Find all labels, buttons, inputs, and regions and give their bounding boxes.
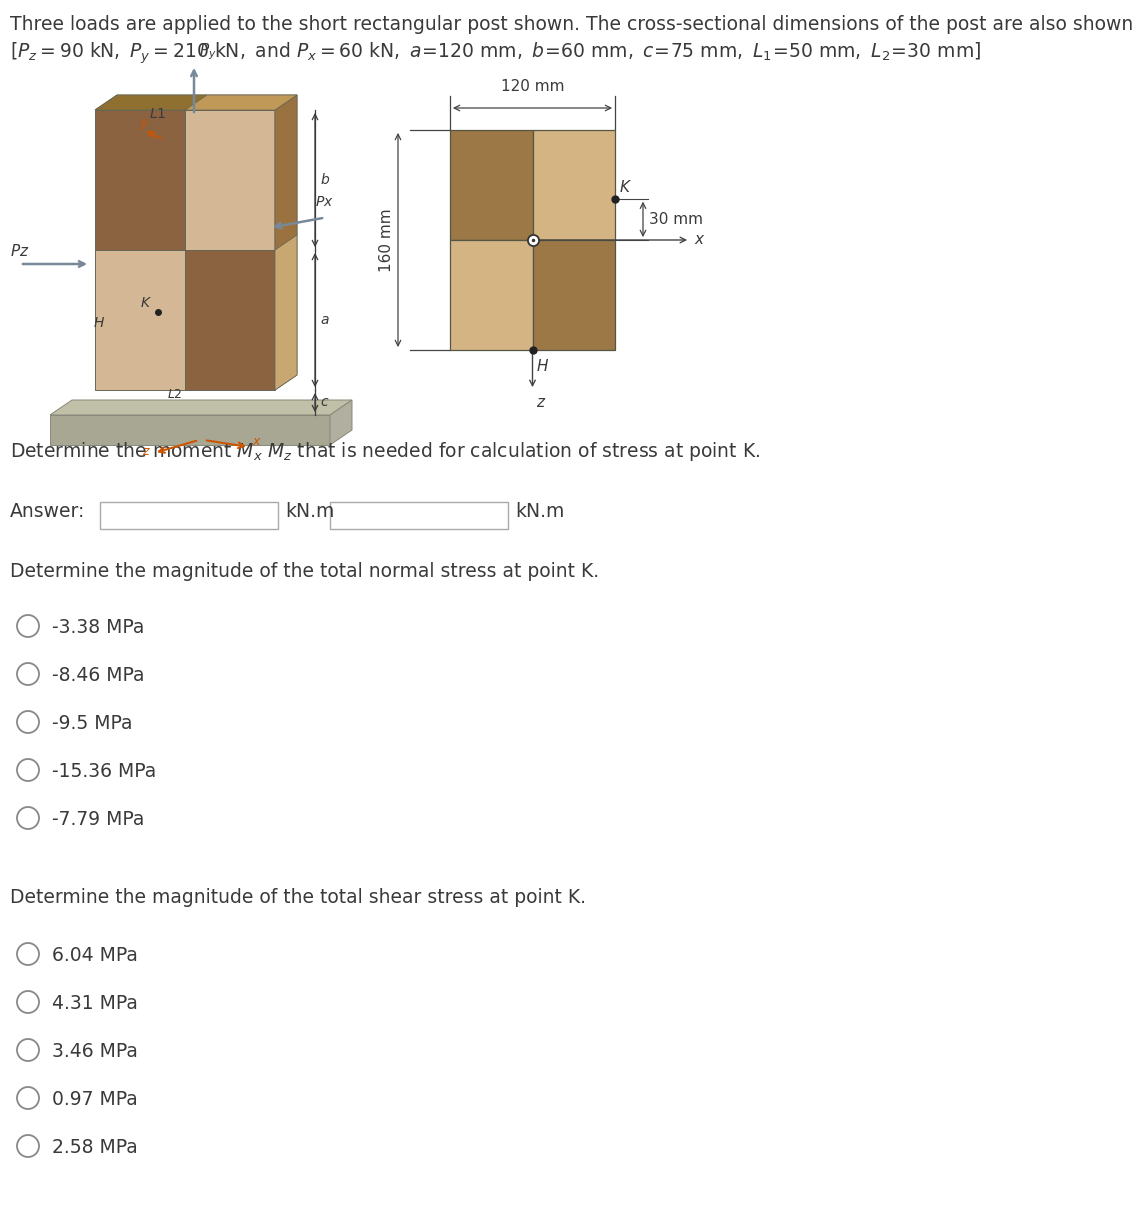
Text: $z$: $z$ [142,445,151,458]
Text: Determine the moment $M_x$ $M_z$ that is needed for calculation of stress at poi: Determine the moment $M_x$ $M_z$ that is… [10,440,760,463]
Text: 30 mm: 30 mm [649,212,703,227]
Text: 0.97 MPa: 0.97 MPa [52,1090,137,1109]
Bar [533,240,615,350]
Text: Three loads are applied to the short rectangular post shown. The cross-sectional: Three loads are applied to the short rec… [10,15,1134,34]
Bar [330,501,508,529]
Bar [100,501,278,529]
Text: kN.m: kN.m [285,501,335,521]
Text: $Pz$: $Pz$ [10,243,29,259]
Polygon shape [330,400,352,445]
Text: $[P_z = 90\ \mathrm{kN},\ P_y = 210\ \mathrm{kN},\ \mathrm{and}\ P_x = 60\ \math: $[P_z = 90\ \mathrm{kN},\ P_y = 210\ \ma… [10,39,981,65]
Text: -9.5 MPa: -9.5 MPa [52,715,133,733]
Text: $H$: $H$ [93,315,105,330]
Polygon shape [95,110,185,250]
Text: $H$: $H$ [535,359,549,375]
Text: Determine the magnitude of the total normal stress at point K.: Determine the magnitude of the total nor… [10,562,599,582]
Text: $L2$: $L2$ [167,388,183,400]
Text: Determine the magnitude of the total shear stress at point K.: Determine the magnitude of the total she… [10,888,586,907]
Text: $a$: $a$ [320,313,330,326]
Text: $x$: $x$ [694,233,705,248]
Text: -15.36 MPa: -15.36 MPa [52,763,156,781]
Text: 4.31 MPa: 4.31 MPa [52,994,138,1013]
Text: $b$: $b$ [320,172,330,187]
Polygon shape [95,95,208,110]
Text: 2.58 MPa: 2.58 MPa [52,1138,137,1157]
Polygon shape [276,235,297,391]
Text: $K$: $K$ [619,179,632,195]
Text: $K$: $K$ [139,296,152,309]
Polygon shape [95,95,297,110]
Polygon shape [50,415,330,445]
Text: -8.46 MPa: -8.46 MPa [52,667,144,685]
Text: -3.38 MPa: -3.38 MPa [52,618,144,637]
Polygon shape [50,400,352,415]
Text: $P_y$: $P_y$ [198,42,217,62]
Text: Answer:: Answer: [10,501,85,521]
Bar [533,131,615,240]
Text: 3.46 MPa: 3.46 MPa [52,1042,138,1061]
Polygon shape [276,95,297,391]
Text: $Px$: $Px$ [315,195,333,208]
Bar [450,131,533,240]
Text: $y$: $y$ [139,117,150,131]
Bar [450,240,533,350]
Text: -7.79 MPa: -7.79 MPa [52,809,144,829]
Text: kN.m: kN.m [515,501,565,521]
Text: $c$: $c$ [320,395,330,409]
Polygon shape [185,95,297,110]
Polygon shape [185,110,276,250]
Text: 120 mm: 120 mm [501,79,565,94]
Polygon shape [95,250,185,391]
Text: 160 mm: 160 mm [379,208,393,272]
Text: 6.04 MPa: 6.04 MPa [52,946,138,965]
Text: $L1$: $L1$ [149,107,167,121]
Polygon shape [185,250,276,391]
Polygon shape [276,95,297,250]
Text: $x$: $x$ [252,435,262,448]
Text: $z$: $z$ [536,395,547,410]
